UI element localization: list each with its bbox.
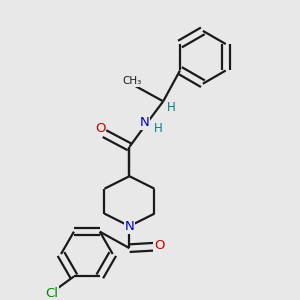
Text: O: O [154,239,165,252]
Text: N: N [124,220,134,232]
Text: H: H [167,101,176,114]
Text: N: N [139,116,149,129]
Text: O: O [95,122,105,135]
Text: Cl: Cl [45,287,58,300]
Text: CH₃: CH₃ [123,76,142,86]
Text: H: H [154,122,162,135]
